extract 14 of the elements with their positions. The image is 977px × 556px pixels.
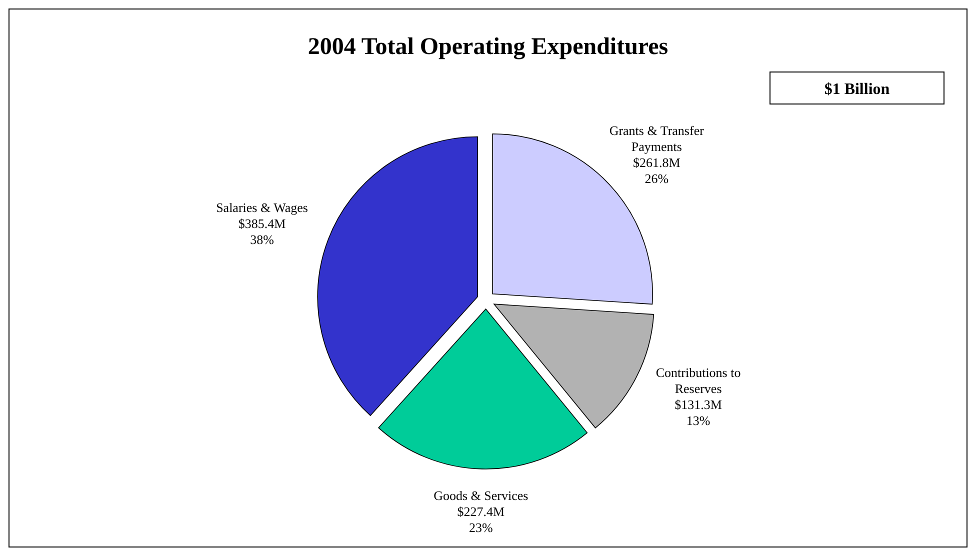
text: 13% [686,412,710,428]
text: $1 Billion [824,81,890,98]
data-label: $385.4M [238,216,286,231]
data-label: $261.8M [632,155,681,170]
slice-label: Salaries & Wages [216,200,308,215]
text: 26% [644,171,669,186]
data-label: $227.4M [457,504,505,519]
slice-label: Goods & Services [434,488,528,503]
slice-label: Contributions to Reserves [656,364,741,396]
chart-title: 2004 Total Operating Expenditures [308,34,668,60]
text: 38% [250,232,274,247]
text: 23% [468,520,493,535]
data-label: $131.3M [674,396,722,412]
slice-label: Grants & Transfer Payments [609,123,705,154]
